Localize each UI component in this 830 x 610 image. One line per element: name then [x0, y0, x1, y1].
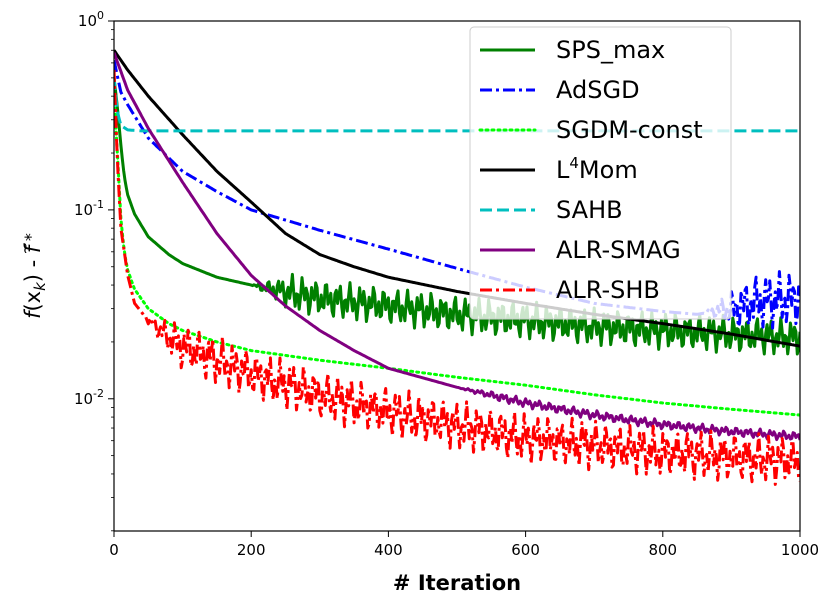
- legend-entries: SPS_max AdSGD SGDM-const L4Mom SAHB ALR-SMAG A…: [478, 36, 703, 304]
- legend: SPS_max AdSGD SGDM-const L4Mom SAHB ALR-SMAG A…: [469, 26, 732, 320]
- x-axis-title: # Iteration: [393, 571, 521, 595]
- y-tick-label: 10-1: [74, 198, 104, 219]
- series-line-l4mom: [114, 49, 800, 348]
- x-tick-label: 0: [109, 541, 119, 559]
- legend-label-sgdm-const: SGDM-const: [556, 116, 703, 144]
- plot-frame: [113, 20, 801, 532]
- legend-label-alr-shb: ALR-SHB: [556, 276, 660, 304]
- legend-label-alr-smag: ALR-SMAG: [556, 236, 681, 264]
- x-tick-label: 1000: [781, 541, 819, 559]
- series-line-sps-max: [114, 77, 800, 356]
- y-tick-label: 10-2: [74, 387, 104, 408]
- x-tick-label: 400: [374, 541, 403, 559]
- y-axis: 10-2 10-1 100: [74, 9, 114, 532]
- series-line-sgdm-const: [114, 94, 800, 417]
- series-line-alr-smag: [114, 52, 800, 442]
- y-tick-label: 100: [78, 9, 104, 30]
- x-tick-label: 600: [511, 541, 540, 559]
- y-axis-title: f(xk) - f~*: [16, 233, 49, 319]
- legend-frame: [469, 26, 732, 320]
- x-tick-label: 200: [237, 541, 266, 559]
- legend-label-sps-max: SPS_max: [556, 36, 665, 64]
- x-axis: 0 200 400 600 800 1000: [109, 531, 819, 559]
- legend-label-sahb: SAHB: [556, 196, 623, 224]
- series-line-alr-shb: [114, 69, 800, 486]
- legend-label-adsgd: AdSGD: [556, 76, 640, 104]
- legend-label-l4mom: L4Mom: [556, 154, 638, 184]
- x-tick-label: 800: [648, 541, 677, 559]
